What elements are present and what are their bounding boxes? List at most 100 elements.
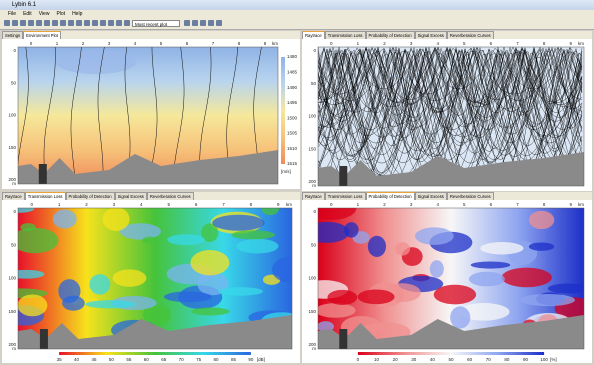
toolbar-button[interactable] bbox=[60, 20, 66, 26]
ship bbox=[339, 166, 348, 186]
x-tick-label: 2 bbox=[383, 202, 386, 207]
tab[interactable]: Reverberation Curves bbox=[146, 192, 194, 200]
field-blob bbox=[236, 238, 279, 254]
tab[interactable]: Environment Plot bbox=[23, 31, 62, 39]
field-blob bbox=[357, 289, 395, 305]
ray bbox=[318, 47, 583, 151]
y-tick-label: 150 bbox=[8, 145, 16, 150]
y-tick-label: 0 bbox=[313, 48, 316, 53]
toolbar-button[interactable] bbox=[116, 20, 122, 26]
colorbar-label: 1500 bbox=[287, 115, 298, 120]
tab[interactable]: Signal Excess bbox=[414, 31, 447, 39]
toolbar-button[interactable] bbox=[184, 20, 190, 26]
colorbar-label: 1505 bbox=[287, 131, 298, 136]
toolbar-button[interactable] bbox=[44, 20, 50, 26]
x-tick-label: 2 bbox=[82, 41, 85, 46]
field-blob bbox=[367, 235, 387, 257]
tab[interactable]: Transmission Loss bbox=[24, 192, 66, 200]
menu-item[interactable]: Edit bbox=[23, 11, 32, 17]
field-blob bbox=[501, 267, 552, 288]
sound-speed-profile bbox=[148, 47, 158, 184]
ray bbox=[318, 49, 583, 173]
tab-strip: Raytrace Transmission Loss Probability of … bbox=[302, 31, 494, 39]
colorbar-label: 85 bbox=[231, 357, 237, 362]
toolbar-button[interactable] bbox=[216, 20, 222, 26]
menu-item[interactable]: Plot bbox=[56, 11, 66, 17]
tab[interactable]: Transmission Loss bbox=[324, 192, 366, 200]
toolbar-button[interactable] bbox=[84, 20, 90, 26]
x-tick-label: 3 bbox=[113, 202, 116, 207]
toolbar-button[interactable] bbox=[20, 20, 26, 26]
toolbar-button[interactable] bbox=[28, 20, 34, 26]
field-blob bbox=[318, 303, 356, 318]
toolbar-button[interactable] bbox=[12, 20, 18, 26]
toolbar-button[interactable] bbox=[36, 20, 42, 26]
x-tick-label: 1 bbox=[357, 202, 360, 207]
toolbar-button[interactable] bbox=[52, 20, 58, 26]
field-blob bbox=[142, 236, 157, 244]
colorbar bbox=[59, 352, 251, 355]
colorbar-label: 40 bbox=[74, 357, 80, 362]
colorbar-label: 1490 bbox=[287, 85, 298, 90]
tab[interactable]: Probability of Detection bbox=[65, 192, 115, 200]
tab[interactable]: Reverberation Curves bbox=[446, 31, 494, 39]
x-tick-label: 4 bbox=[436, 41, 439, 46]
tab-strip: Settings Environment Plot bbox=[2, 31, 62, 39]
colorbar-unit: [m/s] bbox=[281, 169, 291, 174]
x-tick-label: 9 bbox=[264, 41, 267, 46]
field-blob bbox=[89, 274, 111, 295]
tab[interactable]: Raytrace bbox=[302, 31, 325, 39]
toolbar-button[interactable] bbox=[124, 20, 130, 26]
field-blob bbox=[52, 209, 77, 229]
y-unit: m bbox=[12, 181, 16, 186]
toolbar-button[interactable] bbox=[100, 20, 106, 26]
colorbar-label: 90 bbox=[248, 357, 254, 362]
colorbar-label: 50 bbox=[448, 357, 454, 362]
plot-select[interactable]: Most recent plot bbox=[132, 20, 180, 27]
y-tick-label: 50 bbox=[311, 242, 317, 247]
tab[interactable]: Transmission Loss bbox=[324, 31, 366, 39]
plot-panel: Raytrace Transmission Loss Probability of … bbox=[2, 192, 300, 363]
tab[interactable]: Raytrace bbox=[2, 192, 25, 200]
colorbar-label: 60 bbox=[467, 357, 473, 362]
toolbar-button[interactable] bbox=[208, 20, 214, 26]
menu-item[interactable]: Help bbox=[72, 11, 83, 17]
y-tick-label: 50 bbox=[311, 81, 317, 86]
plot-area bbox=[18, 47, 278, 184]
tab[interactable]: Signal Excess bbox=[414, 192, 447, 200]
tab[interactable]: Signal Excess bbox=[114, 192, 147, 200]
menu-item[interactable]: View bbox=[38, 11, 50, 17]
tab[interactable]: Settings bbox=[2, 31, 24, 39]
toolbar-button[interactable] bbox=[4, 20, 10, 26]
field-blob bbox=[18, 269, 45, 279]
ray bbox=[318, 50, 583, 112]
toolbar-button[interactable] bbox=[192, 20, 198, 26]
ray bbox=[318, 47, 583, 152]
field-blob bbox=[190, 250, 230, 276]
toolbar-button[interactable] bbox=[108, 20, 114, 26]
toolbar-button[interactable] bbox=[68, 20, 74, 26]
plot-area bbox=[18, 208, 292, 349]
plot-frame bbox=[317, 46, 585, 187]
field-blob bbox=[119, 223, 161, 240]
x-tick-label: 7 bbox=[516, 41, 519, 46]
y-tick-label: 100 bbox=[8, 113, 16, 118]
field-blob bbox=[18, 288, 48, 299]
toolbar-button[interactable] bbox=[92, 20, 98, 26]
tab[interactable]: Probability of Detection bbox=[365, 31, 415, 39]
plot-area bbox=[318, 47, 584, 186]
ray bbox=[318, 47, 583, 144]
tab[interactable]: Raytrace bbox=[302, 192, 325, 200]
seafloor bbox=[318, 152, 584, 186]
toolbar-button[interactable] bbox=[76, 20, 82, 26]
window-title: Lybin 6.1 bbox=[12, 2, 37, 8]
menu-item[interactable]: File bbox=[8, 11, 17, 17]
tab[interactable]: Probability of Detection bbox=[365, 192, 415, 200]
colorbar-unit: [%] bbox=[550, 357, 557, 362]
toolbar-button[interactable] bbox=[200, 20, 206, 26]
ray bbox=[318, 47, 583, 144]
ray bbox=[318, 47, 583, 125]
tab[interactable]: Reverberation Curves bbox=[446, 192, 494, 200]
field-blob bbox=[429, 260, 444, 278]
x-tick-label: 0 bbox=[330, 202, 333, 207]
